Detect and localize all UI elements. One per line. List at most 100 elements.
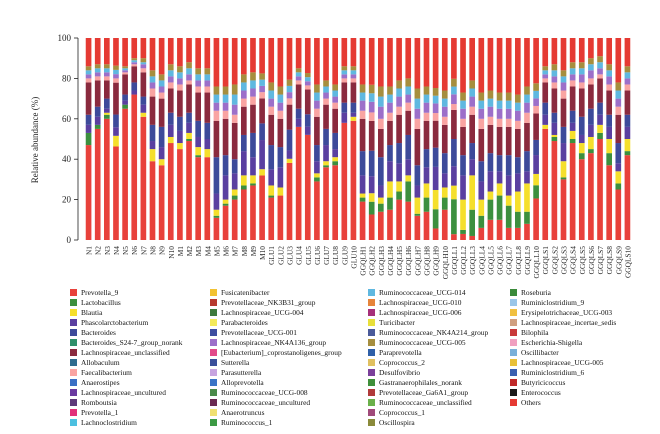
bar-segment-GGQLS3 [560,161,567,178]
bar-segment-M8 [241,185,247,190]
bar-segment-N6 [131,62,138,65]
bar-segment-GGQLS9 [615,114,622,144]
legend-swatch [70,389,77,396]
bar-segment-GGQLL6 [496,219,503,240]
x-tick-labels: N1 N2 N3 N4 N5 N6 N7 N8 N9 N10 M1 M2 M3 M4 M5 M6 M7 M8 M9 M… [85,246,633,280]
bar-segment-GGQLL1 [451,94,457,105]
bar-segment-M2 [186,132,192,139]
bar-segment-GGQLS10 [624,78,631,85]
bar-segment-M3 [195,68,201,75]
bar-segment-M5 [213,215,220,218]
bar-segment-GGQLH5 [396,163,402,182]
bar-segment-GGQLH3 [378,197,384,204]
bar-segment-GGQLS8 [606,64,612,71]
bar-segment-N7 [140,64,147,69]
legend-swatch [510,329,517,336]
bar-segment-GGQLS3 [560,90,567,99]
bar-segment-M9 [250,157,256,176]
bar-segment-GGQLL8 [515,110,521,121]
bar-segment-GGQLH4 [387,197,393,210]
bar-segment-GGQLS6 [588,108,594,125]
legend-label: Prevotellaceae_NK3B31_group [221,298,316,307]
bar-segment-GGQLS8 [606,90,612,115]
bar-segment-GGQLL8 [515,157,521,174]
legend-item: Coprococcus_2 [368,358,425,367]
bar-segment-GGQLS1 [542,114,549,125]
bar-segment-M2 [186,112,192,123]
bar-segment-GLU2 [277,187,284,196]
bar-segment-GGQLH8 [423,120,430,150]
legend-item: [Eubacterium]_coprostanoligenes_group [210,348,342,357]
bar-segment-N10 [167,64,174,71]
legend-item: Blautia [70,308,102,317]
bar-segment-GGQLL3 [469,209,475,236]
legend-label: Parasutterella [221,368,262,377]
legend-item: Lachnospiraceae_UCG-006 [368,308,462,317]
legend-item: Ruminiclostridium_9 [510,298,584,307]
bar-segment-N2 [94,116,101,125]
bar-segment-GLU9 [341,74,348,79]
legend-swatch [510,339,517,346]
bar-segment-M5 [213,86,220,95]
bar-segment-GLU8 [332,38,338,85]
bar-segment-GGQLS9 [615,38,622,83]
bar-segment-GGQLS5 [578,134,585,144]
bar-segment-N2 [94,76,101,81]
bar-segment-GGQLH8 [423,112,430,121]
bar-segment-GGQLS8 [606,126,612,139]
bar-segment-GGQLH7 [414,165,421,186]
bar-segment-GGQLH3 [378,185,384,198]
bar-segment-M6 [222,38,229,87]
bar-segment-N6 [131,94,138,240]
bar-segment-GGQLS2 [551,141,558,240]
chart-legend: Prevotella_9 Lactobacillus Blautia Phascola… [70,288,660,432]
bar-segment-GGQLS8 [606,70,612,77]
bar-segment-GGQLS6 [588,38,594,59]
bar-segment-N5 [122,38,128,67]
bar-segment-N10 [167,112,174,125]
bar-segment-M8 [241,82,247,91]
bar-segment-M4 [204,149,211,158]
bar-segment-N7 [140,96,147,105]
x-tick-label: N6 [130,246,139,255]
bar-segment-GGQLS7 [597,56,603,63]
x-tick-label: GLU9 [340,246,349,265]
bar-segment-GGQLH8 [423,149,430,168]
bar-segment-M4 [204,38,211,69]
bar-segment-GGQLH5 [396,88,402,97]
legend-swatch [510,349,517,356]
bar-segment-M9 [250,185,256,240]
bar-segment-N6 [131,60,138,63]
legend-label: Bacteroides_S24-7_group_norank [81,338,183,347]
bar-segment-GGQLH1 [359,110,366,119]
legend-label: Ruminococcaceae_uncultured [221,398,311,407]
bar-segment-M5 [213,102,220,111]
bar-segment-GGQLS3 [560,177,567,180]
bar-segment-GGQLL4 [478,118,485,129]
bar-segment-GLU6 [314,145,320,162]
bar-segment-GGQLL3 [469,235,475,240]
bar-segment-N4 [113,135,119,147]
bar-segment-GGQLS9 [615,183,622,190]
legend-swatch [510,289,517,296]
bar-segment-GGQLS1 [542,128,549,240]
bar-segment-GGQLL2 [460,100,466,109]
bar-segment-GGQLL8 [515,211,521,228]
bar-segment-M9 [250,96,256,105]
stacked-bar-chart: 0 20 40 60 80 100 N1 N2 N3 N4 N5 N6 N7 N8 N9 N10 M1 M2 M3… [30,33,633,280]
bar-segment-M2 [186,38,192,63]
legend-swatch [368,369,375,376]
bar-segment-M10 [259,123,265,141]
legend-label: Prevotella_1 [81,408,119,417]
legend-swatch [210,289,217,296]
bar-segment-GGQLL10 [533,83,539,91]
bar-segment-GGQLH7 [414,197,421,214]
bar-segment-N1 [85,70,92,75]
bar-segment-GGQLS4 [569,139,576,144]
legend-swatch [210,369,217,376]
bar-segment-GGQLS4 [569,62,576,69]
bar-segment-GGQLH10 [441,98,448,107]
bar-segment-GGQLH8 [423,183,430,198]
bar-segment-N8 [149,124,156,142]
bar-segment-M7 [231,173,238,190]
